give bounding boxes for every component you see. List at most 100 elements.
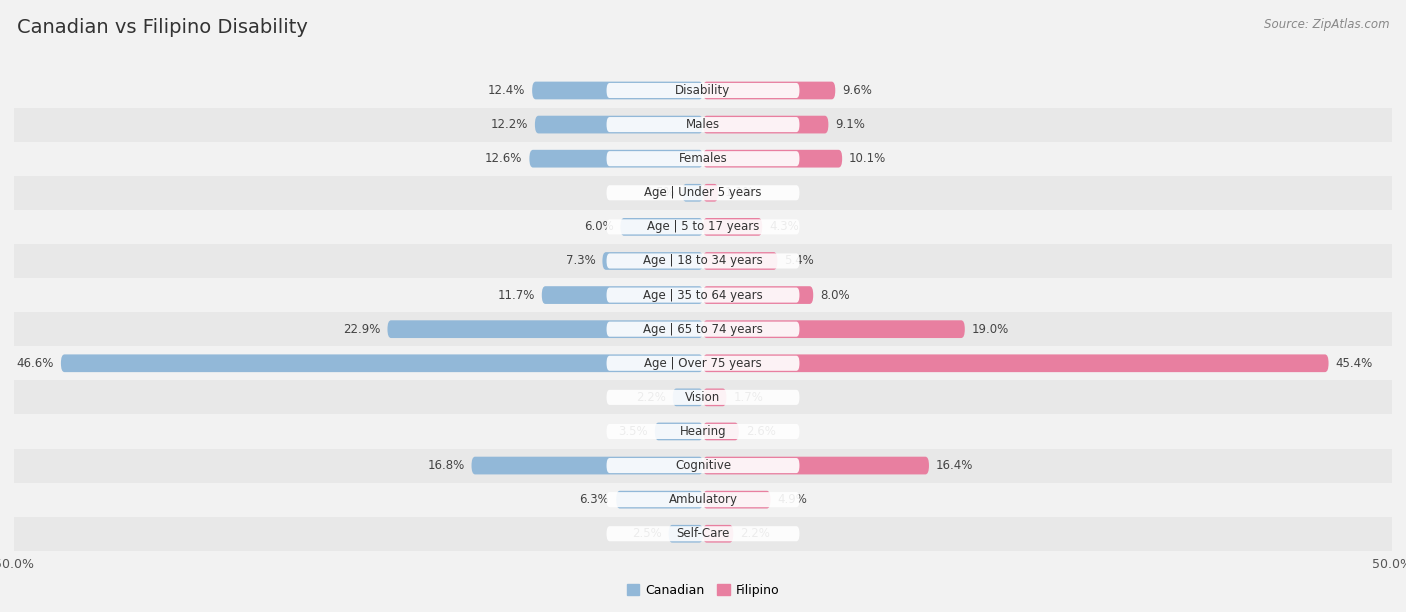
Text: Age | Over 75 years: Age | Over 75 years	[644, 357, 762, 370]
FancyBboxPatch shape	[60, 354, 703, 372]
FancyBboxPatch shape	[703, 525, 734, 543]
Text: Ambulatory: Ambulatory	[668, 493, 738, 506]
Bar	[14, 278, 1392, 312]
FancyBboxPatch shape	[703, 286, 813, 304]
Text: 2.2%: 2.2%	[636, 391, 666, 404]
FancyBboxPatch shape	[606, 288, 800, 302]
Bar	[14, 414, 1392, 449]
Text: 12.4%: 12.4%	[488, 84, 526, 97]
Text: 2.5%: 2.5%	[631, 528, 662, 540]
Text: 4.3%: 4.3%	[769, 220, 799, 233]
FancyBboxPatch shape	[703, 150, 842, 168]
Text: 3.5%: 3.5%	[619, 425, 648, 438]
Text: Females: Females	[679, 152, 727, 165]
Text: Age | 18 to 34 years: Age | 18 to 34 years	[643, 255, 763, 267]
FancyBboxPatch shape	[703, 218, 762, 236]
Bar	[14, 210, 1392, 244]
FancyBboxPatch shape	[620, 218, 703, 236]
FancyBboxPatch shape	[703, 184, 718, 201]
FancyBboxPatch shape	[703, 81, 835, 99]
FancyBboxPatch shape	[703, 320, 965, 338]
Text: 4.9%: 4.9%	[778, 493, 807, 506]
Text: Males: Males	[686, 118, 720, 131]
Text: 16.8%: 16.8%	[427, 459, 464, 472]
Bar	[14, 73, 1392, 108]
Text: 45.4%: 45.4%	[1336, 357, 1372, 370]
FancyBboxPatch shape	[606, 253, 800, 269]
Text: 9.6%: 9.6%	[842, 84, 872, 97]
FancyBboxPatch shape	[541, 286, 703, 304]
Bar	[14, 108, 1392, 141]
FancyBboxPatch shape	[534, 116, 703, 133]
FancyBboxPatch shape	[602, 252, 703, 270]
FancyBboxPatch shape	[530, 150, 703, 168]
Text: Cognitive: Cognitive	[675, 459, 731, 472]
Bar	[14, 346, 1392, 380]
Text: Age | 5 to 17 years: Age | 5 to 17 years	[647, 220, 759, 233]
Text: Disability: Disability	[675, 84, 731, 97]
FancyBboxPatch shape	[606, 83, 800, 98]
FancyBboxPatch shape	[606, 151, 800, 166]
Text: Age | 65 to 74 years: Age | 65 to 74 years	[643, 323, 763, 335]
Text: Canadian vs Filipino Disability: Canadian vs Filipino Disability	[17, 18, 308, 37]
FancyBboxPatch shape	[606, 219, 800, 234]
Text: 11.7%: 11.7%	[498, 289, 534, 302]
FancyBboxPatch shape	[672, 389, 703, 406]
FancyBboxPatch shape	[703, 354, 1329, 372]
Text: 1.7%: 1.7%	[734, 391, 763, 404]
Bar	[14, 141, 1392, 176]
Bar	[14, 517, 1392, 551]
Text: Self-Care: Self-Care	[676, 528, 730, 540]
FancyBboxPatch shape	[682, 184, 703, 201]
Text: 5.4%: 5.4%	[785, 255, 814, 267]
FancyBboxPatch shape	[471, 457, 703, 474]
Text: 19.0%: 19.0%	[972, 323, 1010, 335]
FancyBboxPatch shape	[531, 81, 703, 99]
Text: Hearing: Hearing	[679, 425, 727, 438]
Text: 22.9%: 22.9%	[343, 323, 381, 335]
Text: 7.3%: 7.3%	[565, 255, 596, 267]
FancyBboxPatch shape	[606, 424, 800, 439]
FancyBboxPatch shape	[388, 320, 703, 338]
Text: 2.2%: 2.2%	[740, 528, 770, 540]
Text: 1.5%: 1.5%	[645, 186, 675, 200]
FancyBboxPatch shape	[606, 458, 800, 473]
Text: 9.1%: 9.1%	[835, 118, 865, 131]
FancyBboxPatch shape	[703, 491, 770, 509]
Text: Vision: Vision	[685, 391, 721, 404]
Text: Age | Under 5 years: Age | Under 5 years	[644, 186, 762, 200]
Bar	[14, 449, 1392, 483]
Bar	[14, 483, 1392, 517]
Text: Age | 35 to 64 years: Age | 35 to 64 years	[643, 289, 763, 302]
Bar	[14, 380, 1392, 414]
FancyBboxPatch shape	[616, 491, 703, 509]
Text: 12.2%: 12.2%	[491, 118, 529, 131]
Text: 10.1%: 10.1%	[849, 152, 886, 165]
FancyBboxPatch shape	[606, 526, 800, 541]
Text: 2.6%: 2.6%	[745, 425, 776, 438]
Text: 12.6%: 12.6%	[485, 152, 523, 165]
Text: Source: ZipAtlas.com: Source: ZipAtlas.com	[1264, 18, 1389, 31]
Legend: Canadian, Filipino: Canadian, Filipino	[621, 579, 785, 602]
FancyBboxPatch shape	[606, 492, 800, 507]
Text: 46.6%: 46.6%	[17, 357, 53, 370]
Text: 16.4%: 16.4%	[936, 459, 973, 472]
FancyBboxPatch shape	[703, 116, 828, 133]
Bar	[14, 176, 1392, 210]
FancyBboxPatch shape	[655, 423, 703, 440]
FancyBboxPatch shape	[703, 389, 727, 406]
Text: 6.3%: 6.3%	[579, 493, 609, 506]
FancyBboxPatch shape	[606, 185, 800, 200]
Text: 8.0%: 8.0%	[820, 289, 849, 302]
FancyBboxPatch shape	[703, 252, 778, 270]
FancyBboxPatch shape	[703, 423, 738, 440]
Bar	[14, 244, 1392, 278]
Text: 6.0%: 6.0%	[583, 220, 613, 233]
FancyBboxPatch shape	[606, 356, 800, 371]
FancyBboxPatch shape	[606, 322, 800, 337]
FancyBboxPatch shape	[669, 525, 703, 543]
FancyBboxPatch shape	[606, 117, 800, 132]
Text: 1.1%: 1.1%	[725, 186, 755, 200]
FancyBboxPatch shape	[606, 390, 800, 405]
FancyBboxPatch shape	[703, 457, 929, 474]
